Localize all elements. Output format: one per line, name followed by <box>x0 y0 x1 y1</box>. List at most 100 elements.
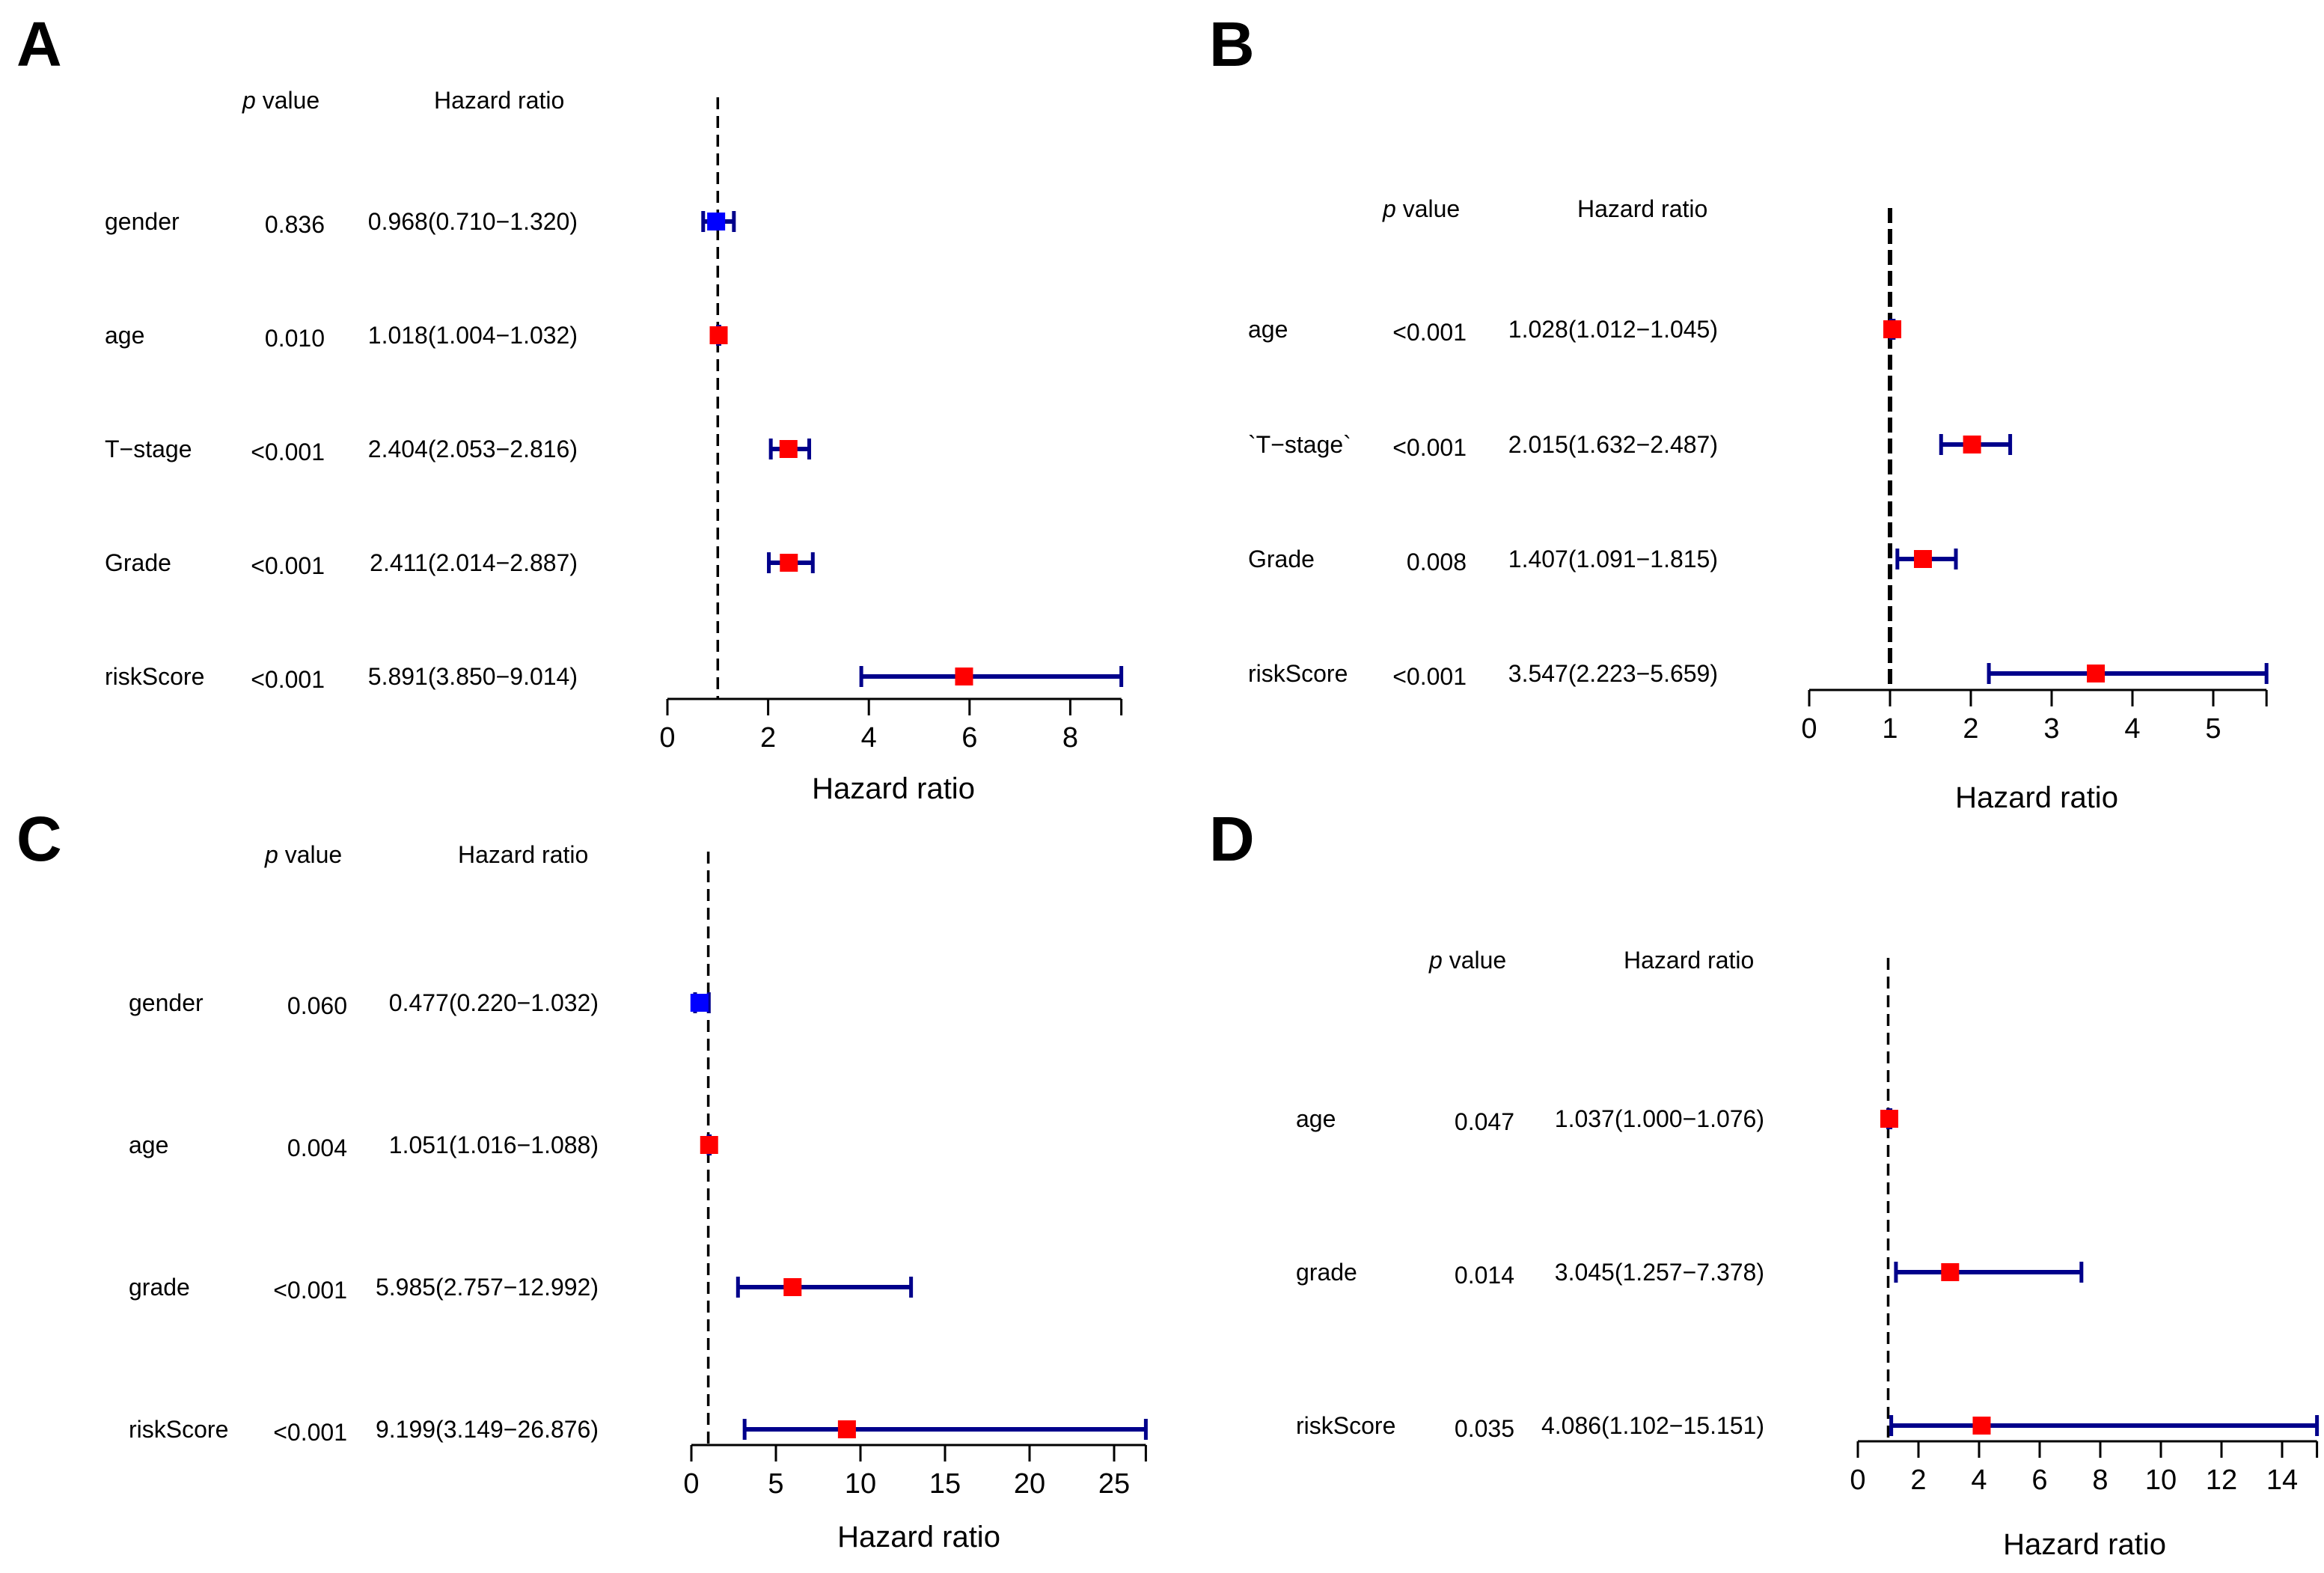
variable-label: age <box>1248 316 1288 343</box>
forest-row: age 0.010 1.018(1.004−1.032) <box>105 322 728 352</box>
p-value-header-italic: p <box>264 841 278 868</box>
hazard-ratio-cell: 1.407(1.091−1.815) <box>1508 546 1718 572</box>
x-tick-label: 4 <box>1971 1464 1987 1496</box>
forest-row: Grade <0.001 2.411(2.014−2.887) <box>105 549 815 579</box>
hr-point-marker <box>709 326 728 344</box>
p-value-header-rest: value <box>1443 947 1506 974</box>
p-value-cell: 0.836 <box>265 211 325 238</box>
hr-point-marker <box>783 1278 802 1296</box>
p-value-header-rest: value <box>1396 195 1460 222</box>
x-tick-label: 8 <box>1062 722 1078 754</box>
x-tick-label: 15 <box>929 1468 961 1500</box>
variable-label: age <box>129 1131 168 1158</box>
p-value-header: p value <box>1382 195 1460 222</box>
forest-row: gender 0.060 0.477(0.220−1.032) <box>129 989 711 1019</box>
hr-point-marker <box>837 1420 856 1438</box>
forest-row: T−stage <0.001 2.404(2.053−2.816) <box>105 436 812 465</box>
x-tick-label: 4 <box>2124 713 2140 745</box>
x-tick-label: 3 <box>2043 713 2059 745</box>
p-value-cell: 0.047 <box>1455 1108 1514 1135</box>
hazard-ratio-cell: 9.199(3.149−26.876) <box>376 1416 599 1443</box>
x-tick-label: 0 <box>683 1468 699 1500</box>
variable-label: age <box>1296 1105 1336 1132</box>
p-value-cell: 0.004 <box>287 1134 347 1161</box>
x-tick-label: 10 <box>2145 1464 2177 1496</box>
variable-label: Grade <box>105 549 171 576</box>
x-tick-label: 5 <box>2205 713 2221 745</box>
hr-point-marker <box>690 994 709 1012</box>
variable-label: T−stage <box>105 436 192 462</box>
hazard-ratio-cell: 1.018(1.004−1.032) <box>368 322 578 349</box>
x-axis-title: Hazard ratio <box>837 1521 1000 1554</box>
x-tick-label: 5 <box>768 1468 783 1500</box>
forest-row: grade 0.014 3.045(1.257−7.378) <box>1296 1259 2084 1289</box>
hazard-ratio-cell: 2.411(2.014−2.887) <box>370 549 578 576</box>
panel-a: Ap value Hazard ratio gender 0.836 0.968(0.7… <box>16 9 1124 805</box>
forest-row: riskScore <0.001 5.891(3.850−9.014) <box>105 663 1124 693</box>
p-value-cell: <0.001 <box>1392 663 1467 690</box>
x-tick-label: 0 <box>1850 1464 1865 1496</box>
variable-label: grade <box>129 1274 190 1301</box>
hr-point-marker <box>1972 1417 1991 1435</box>
x-tick-label: 6 <box>961 722 977 754</box>
p-value-cell: <0.001 <box>1392 319 1467 346</box>
p-value-header-italic: p <box>1428 947 1443 974</box>
p-value-header: p value <box>264 841 342 868</box>
forest-row: age 0.047 1.037(1.000−1.076) <box>1296 1105 1898 1135</box>
x-tick-label: 0 <box>1801 713 1817 745</box>
p-value-cell: 0.008 <box>1407 549 1467 575</box>
hr-point-marker <box>707 213 726 230</box>
hazard-ratio-cell: 1.037(1.000−1.076) <box>1555 1105 1764 1132</box>
p-value-cell: 0.035 <box>1455 1415 1514 1442</box>
hazard-ratio-cell: 5.891(3.850−9.014) <box>368 663 578 690</box>
variable-label: riskScore <box>129 1416 228 1443</box>
hr-point-marker <box>2087 665 2106 682</box>
hazard-ratio-cell: 0.477(0.220−1.032) <box>389 989 599 1016</box>
p-value-header: p value <box>242 87 319 114</box>
hr-point-marker <box>1883 320 1902 338</box>
hr-point-marker <box>700 1136 718 1154</box>
x-axis-title: Hazard ratio <box>2003 1528 2166 1561</box>
variable-label: gender <box>105 208 180 235</box>
hr-point-marker <box>1880 1110 1898 1128</box>
panel-b: Bp value Hazard ratio age <0.001 1.028(1.012… <box>1209 9 2269 814</box>
hr-point-marker <box>1941 1263 1960 1281</box>
hazard-ratio-cell: 3.045(1.257−7.378) <box>1555 1259 1764 1286</box>
x-tick-label: 8 <box>2092 1464 2108 1496</box>
forest-row: riskScore <0.001 9.199(3.149−26.876) <box>129 1416 1148 1446</box>
hr-point-marker <box>1913 550 1932 568</box>
p-value-header-italic: p <box>1382 195 1396 222</box>
panel-letter: D <box>1209 804 1255 874</box>
forest-row: grade <0.001 5.985(2.757−12.992) <box>129 1274 914 1304</box>
hazard-ratio-header: Hazard ratio <box>1624 947 1754 974</box>
forest-row: riskScore 0.035 4.086(1.102−15.151) <box>1296 1412 2320 1442</box>
variable-label: age <box>105 322 144 349</box>
forest-row: riskScore <0.001 3.547(2.223−5.659) <box>1248 660 2269 690</box>
p-value-cell: <0.001 <box>251 666 325 693</box>
p-value-header-rest: value <box>278 841 342 868</box>
p-value-header: p value <box>1428 947 1506 974</box>
x-tick-label: 2 <box>1910 1464 1926 1496</box>
panel-letter: C <box>16 804 62 874</box>
panel-d: Dp value Hazard ratio age 0.047 1.037(1.000−… <box>1209 804 2320 1561</box>
variable-label: grade <box>1296 1259 1357 1286</box>
hr-point-marker <box>779 440 798 458</box>
variable-label: riskScore <box>1296 1412 1395 1439</box>
panel-letter: B <box>1209 9 1255 79</box>
x-tick-label: 2 <box>760 722 776 754</box>
p-value-cell: <0.001 <box>273 1277 347 1304</box>
variable-label: `T−stage` <box>1248 431 1351 458</box>
hazard-ratio-header: Hazard ratio <box>1577 195 1707 222</box>
p-value-cell: 0.014 <box>1455 1262 1514 1289</box>
x-tick-label: 12 <box>2206 1464 2237 1496</box>
p-value-cell: 0.060 <box>287 992 347 1019</box>
p-value-header-rest: value <box>256 87 319 114</box>
x-tick-label: 4 <box>861 722 877 754</box>
p-value-cell: <0.001 <box>273 1419 347 1446</box>
variable-label: gender <box>129 989 204 1016</box>
hazard-ratio-header: Hazard ratio <box>458 841 588 868</box>
hazard-ratio-cell: 2.015(1.632−2.487) <box>1508 431 1718 458</box>
forest-row: age 0.004 1.051(1.016−1.088) <box>129 1131 718 1161</box>
